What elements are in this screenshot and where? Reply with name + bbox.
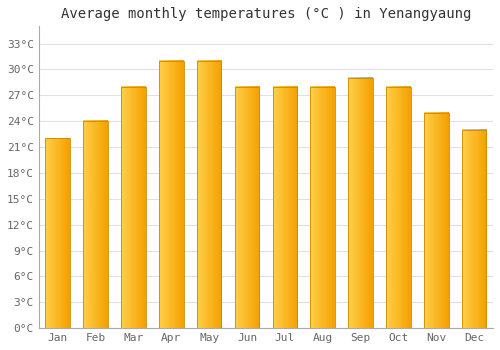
Bar xyxy=(197,61,222,328)
Bar xyxy=(84,121,108,328)
Bar xyxy=(234,87,260,328)
Bar xyxy=(462,130,486,328)
Bar xyxy=(386,87,410,328)
Bar xyxy=(121,87,146,328)
Bar xyxy=(234,87,260,328)
Bar xyxy=(272,87,297,328)
Bar xyxy=(159,61,184,328)
Title: Average monthly temperatures (°C ) in Yenangyaung: Average monthly temperatures (°C ) in Ye… xyxy=(60,7,471,21)
Bar xyxy=(46,138,70,328)
Bar xyxy=(159,61,184,328)
Bar xyxy=(46,138,70,328)
Bar xyxy=(121,87,146,328)
Bar xyxy=(84,121,108,328)
Bar xyxy=(348,78,373,328)
Bar xyxy=(310,87,335,328)
Bar xyxy=(424,113,448,328)
Bar xyxy=(386,87,410,328)
Bar xyxy=(424,113,448,328)
Bar xyxy=(348,78,373,328)
Bar xyxy=(310,87,335,328)
Bar xyxy=(462,130,486,328)
Bar xyxy=(272,87,297,328)
Bar xyxy=(197,61,222,328)
